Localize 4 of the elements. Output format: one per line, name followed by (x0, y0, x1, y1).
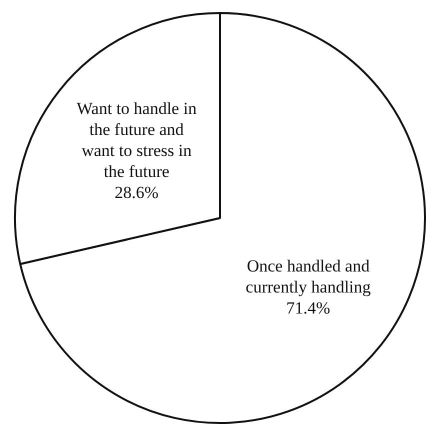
slice-label: Want to handle in the future and want to stress in the future (76, 99, 198, 182)
data-label: 71.4% (286, 298, 330, 318)
slice-label: Once handled and currently handling (246, 256, 372, 297)
data-label: 28.6% (114, 183, 159, 202)
